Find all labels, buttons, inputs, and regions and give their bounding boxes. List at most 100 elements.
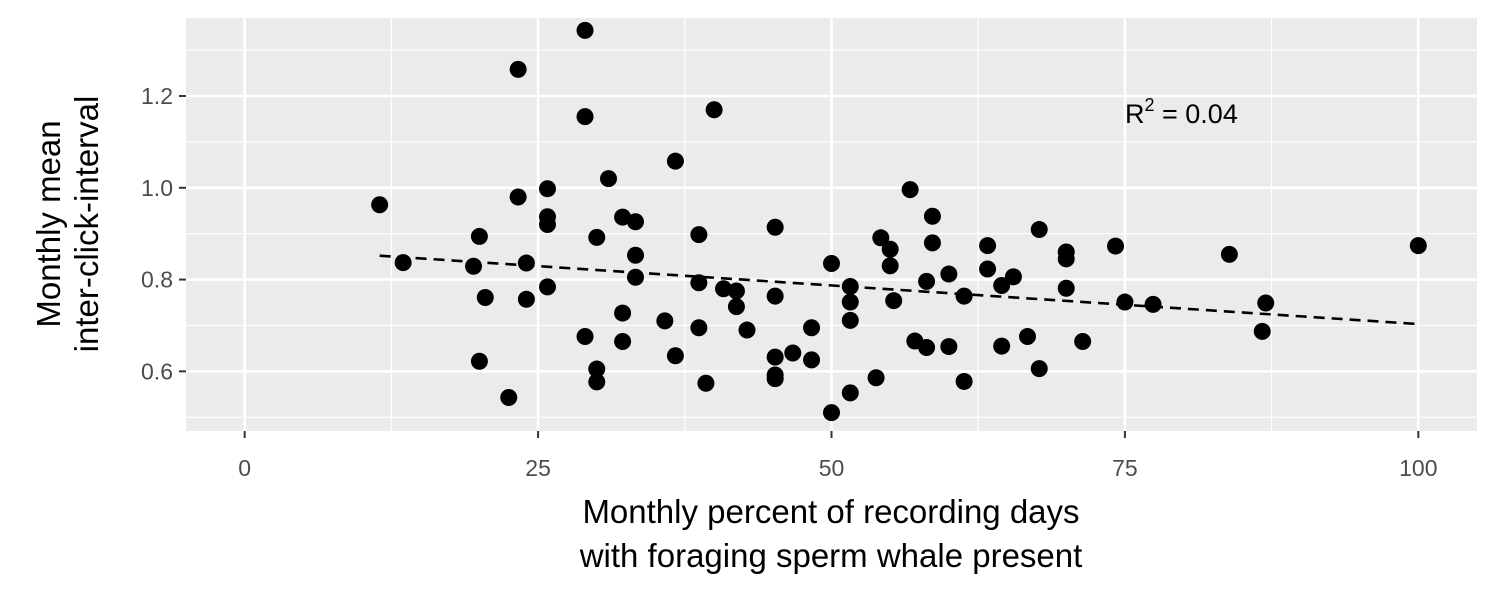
data-point — [940, 265, 958, 283]
data-point — [588, 373, 606, 391]
data-point — [1107, 237, 1125, 255]
trend-line — [379, 254, 1419, 326]
data-point — [614, 304, 632, 322]
data-point — [885, 292, 903, 310]
data-point — [1116, 293, 1134, 311]
y-tick-label: 0.8 — [141, 267, 173, 293]
y-axis: 0.6 0.8 1.0 1.2 — [141, 83, 186, 384]
data-point — [923, 234, 941, 252]
data-point — [690, 274, 708, 292]
data-point — [1057, 250, 1075, 268]
data-point — [955, 287, 973, 305]
data-point — [766, 218, 784, 236]
grid-major — [186, 18, 1477, 431]
y-tick-label: 1.0 — [141, 175, 173, 201]
y-tick-label: 0.6 — [141, 358, 173, 384]
x-tick-label: 50 — [819, 455, 845, 481]
data-point — [600, 170, 618, 188]
data-point — [588, 228, 606, 246]
data-point — [867, 369, 885, 387]
data-point — [705, 101, 723, 119]
data-point — [784, 344, 802, 362]
y-axis-title-line-1: Monthly mean — [30, 120, 67, 327]
data-point — [766, 370, 784, 388]
data-point — [500, 389, 518, 407]
data-point — [371, 196, 389, 214]
data-point — [803, 319, 821, 337]
data-point — [766, 348, 784, 366]
data-point — [394, 254, 412, 272]
data-point — [823, 255, 840, 273]
data-point — [538, 278, 556, 296]
data-point — [690, 319, 708, 337]
data-point — [1220, 245, 1238, 263]
data-point — [627, 246, 645, 264]
data-point — [727, 282, 745, 300]
data-point — [841, 384, 859, 402]
data-point — [955, 372, 973, 390]
data-point — [1057, 279, 1075, 297]
data-point — [666, 347, 684, 365]
data-point — [666, 152, 684, 170]
data-point — [517, 290, 535, 308]
data-point — [1253, 322, 1271, 340]
data-point — [627, 268, 645, 286]
data-point — [803, 351, 821, 369]
data-point — [979, 237, 997, 255]
data-point — [940, 338, 958, 356]
y-tick-label: 1.2 — [141, 83, 173, 109]
data-point — [918, 272, 936, 290]
data-point — [517, 254, 535, 272]
x-axis-title-line-1: Monthly percent of recording days — [582, 493, 1079, 530]
data-point — [470, 227, 488, 245]
data-point — [872, 229, 890, 247]
data-point — [1144, 295, 1162, 313]
data-point — [918, 338, 936, 356]
data-point — [476, 288, 494, 306]
data-point — [727, 298, 745, 316]
data-point — [697, 374, 715, 392]
x-tick-label: 0 — [238, 455, 251, 481]
data-point — [1018, 327, 1036, 345]
data-point — [627, 213, 645, 231]
x-axis: 0 25 50 75 100 — [238, 431, 1438, 481]
data-point — [881, 240, 899, 258]
data-point — [715, 280, 733, 298]
data-point — [576, 21, 594, 39]
data-point — [470, 352, 488, 370]
data-point — [993, 337, 1011, 355]
data-point — [993, 277, 1011, 295]
data-point — [1030, 221, 1048, 239]
data-point — [465, 257, 483, 275]
data-point — [1074, 333, 1092, 351]
data-point — [509, 188, 527, 206]
data-point — [901, 181, 919, 199]
r-squared-value: = 0.04 — [1155, 99, 1238, 129]
x-tick-label: 25 — [525, 455, 551, 481]
data-point — [841, 293, 859, 311]
r-squared-annotation: R2 = 0.04 — [1125, 95, 1238, 129]
r-squared-base: R — [1125, 99, 1145, 129]
data-point — [690, 226, 708, 244]
data-point — [538, 180, 556, 198]
data-point — [979, 260, 997, 278]
points-group — [371, 21, 1427, 422]
y-axis-title-line-2: inter-click-interval — [68, 96, 105, 353]
data-point — [576, 108, 594, 126]
data-point — [509, 60, 527, 78]
data-point — [1409, 237, 1427, 255]
r-squared-superscript: 2 — [1145, 95, 1155, 115]
data-point — [614, 208, 632, 226]
data-point — [881, 257, 899, 275]
data-point — [538, 216, 556, 233]
x-tick-label: 75 — [1112, 455, 1138, 481]
data-point — [588, 360, 606, 378]
data-point — [841, 311, 859, 329]
data-point — [841, 277, 859, 295]
data-point — [656, 312, 674, 330]
data-point — [1004, 268, 1022, 286]
x-tick-label: 100 — [1399, 455, 1437, 481]
data-point — [923, 207, 941, 225]
data-point — [823, 404, 840, 422]
